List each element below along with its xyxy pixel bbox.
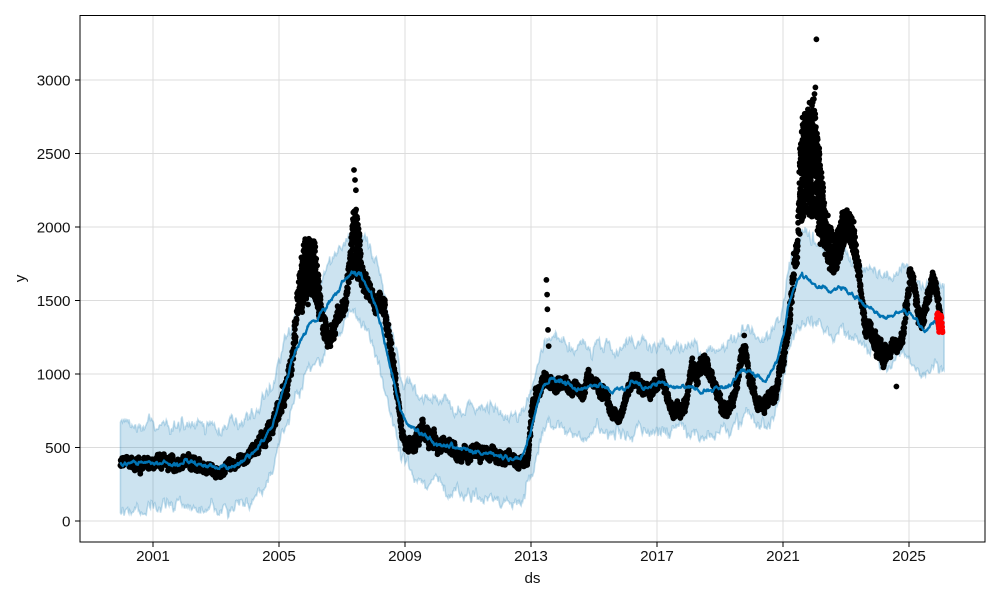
svg-text:y: y [12, 274, 29, 282]
svg-text:2009: 2009 [388, 548, 422, 565]
svg-text:2005: 2005 [262, 548, 296, 565]
svg-text:2025: 2025 [892, 548, 926, 565]
svg-text:2013: 2013 [514, 548, 548, 565]
svg-text:2500: 2500 [37, 146, 71, 163]
svg-text:0: 0 [62, 513, 70, 530]
svg-text:1500: 1500 [37, 293, 71, 310]
svg-text:1000: 1000 [37, 366, 71, 383]
svg-text:3000: 3000 [37, 72, 71, 89]
svg-text:500: 500 [45, 440, 70, 457]
svg-text:2021: 2021 [766, 548, 800, 565]
svg-text:2000: 2000 [37, 219, 71, 236]
svg-text:ds: ds [524, 570, 540, 587]
svg-text:2001: 2001 [136, 548, 170, 565]
svg-text:2017: 2017 [640, 548, 674, 565]
